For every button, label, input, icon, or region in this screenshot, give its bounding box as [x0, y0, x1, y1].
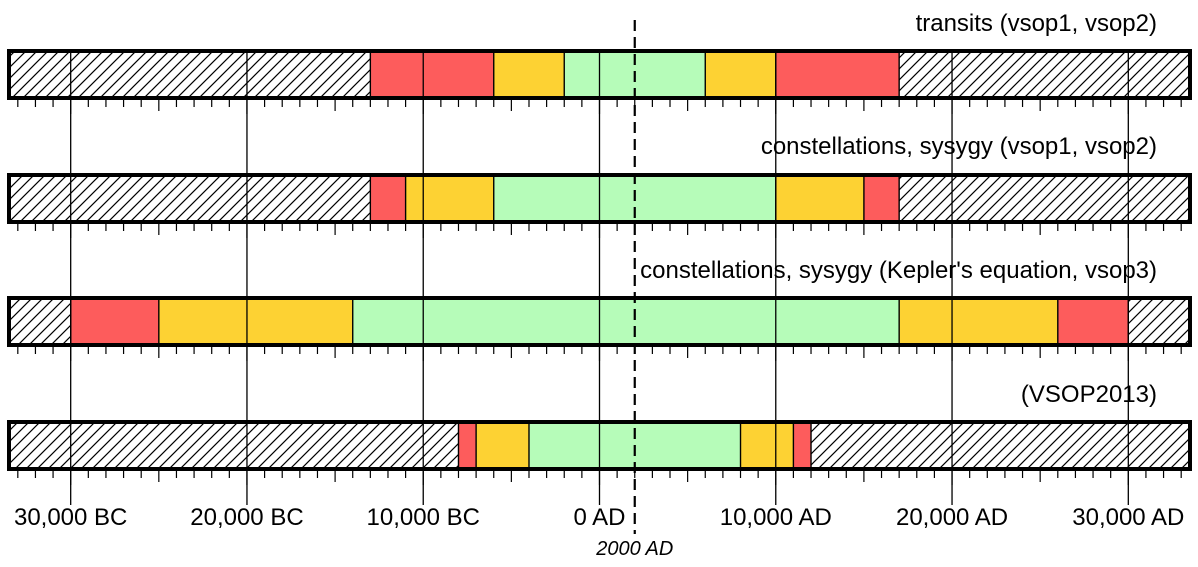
bar-segment-yellow	[899, 298, 1058, 345]
current-epoch-label: 2000 AD	[595, 538, 673, 560]
bar-segment-red	[370, 175, 406, 222]
bar-segment-yellow	[493, 51, 565, 98]
bar-segment-red	[70, 298, 159, 345]
bar-title: (VSOP2013)	[1021, 381, 1157, 408]
axis-tick-label: 10,000 AD	[720, 504, 832, 531]
bar-title: constellations, sysygy (vsop1, vsop2)	[761, 133, 1157, 160]
bar-segment-green	[352, 298, 900, 345]
bar-segment-red	[863, 175, 900, 222]
bar-segment-red	[793, 422, 812, 469]
bar-segment-yellow	[158, 298, 353, 345]
bar-segment-yellow	[740, 422, 794, 469]
bar-segment-red	[775, 51, 900, 98]
bar-segment-red	[1057, 298, 1129, 345]
axis-tick-label: 30,000 AD	[1072, 504, 1184, 531]
bar-segment-yellow	[775, 175, 864, 222]
axis-tick-label: 0 AD	[573, 504, 625, 531]
bar-segment-yellow	[476, 422, 529, 469]
bar-segment-red	[458, 422, 477, 469]
bar-title: constellations, sysygy (Kepler's equatio…	[640, 257, 1157, 284]
axis-tick-label: 20,000 BC	[190, 504, 303, 531]
axis-tick-label: 30,000 BC	[14, 504, 127, 531]
bar-segment-yellow	[405, 175, 494, 222]
bar-title: transits (vsop1, vsop2)	[916, 10, 1157, 37]
axis-tick-label: 10,000 BC	[367, 504, 480, 531]
axis-tick-label: 20,000 AD	[896, 504, 1008, 531]
bar-segment-yellow	[705, 51, 776, 98]
bar-segment-red	[370, 51, 494, 98]
